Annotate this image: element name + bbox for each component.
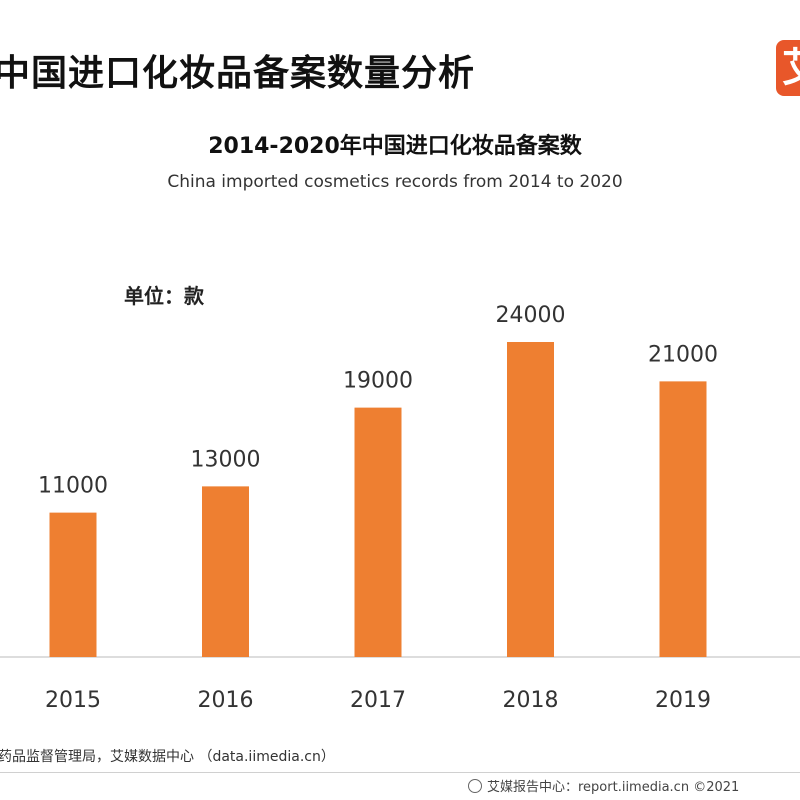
globe-icon	[468, 779, 482, 793]
x-tick-label: 2018	[503, 688, 559, 713]
x-tick-label: 2015	[45, 688, 101, 713]
unit-label: 单位：款	[124, 284, 204, 308]
data-label: 21000	[648, 342, 718, 367]
data-label: 11000	[38, 474, 108, 499]
iimedia-logo: 艾	[776, 40, 800, 96]
source-note: 药品监督管理局，艾媒数据中心 （data.iimedia.cn）	[0, 749, 335, 765]
data-label: 19000	[343, 369, 413, 394]
x-tick-label: 2016	[198, 688, 254, 713]
footer-text: 艾媒报告中心：report.iimedia.cn ©2021	[487, 780, 740, 795]
chart-subtitle: China imported cosmetics records from 20…	[167, 172, 623, 192]
footer-divider	[0, 772, 800, 773]
data-label: 24000	[496, 303, 566, 328]
bar-chart: 11000 2015 13000 2016 19000 2017 24000 2018 2100…	[0, 303, 800, 713]
bar	[49, 512, 97, 657]
chart-title: 2014-2020年中国进口化妆品备案数	[208, 134, 582, 159]
bar	[202, 486, 249, 657]
bar	[659, 381, 707, 657]
bar	[507, 342, 554, 657]
footer-credit: 艾媒报告中心：report.iimedia.cn ©2021	[468, 776, 800, 795]
x-tick-label: 2017	[350, 688, 406, 713]
page-title: 中国进口化妆品备案数量分析	[0, 53, 476, 94]
bar	[354, 407, 402, 657]
x-tick-label: 2019	[655, 688, 711, 713]
data-label: 13000	[191, 447, 261, 472]
